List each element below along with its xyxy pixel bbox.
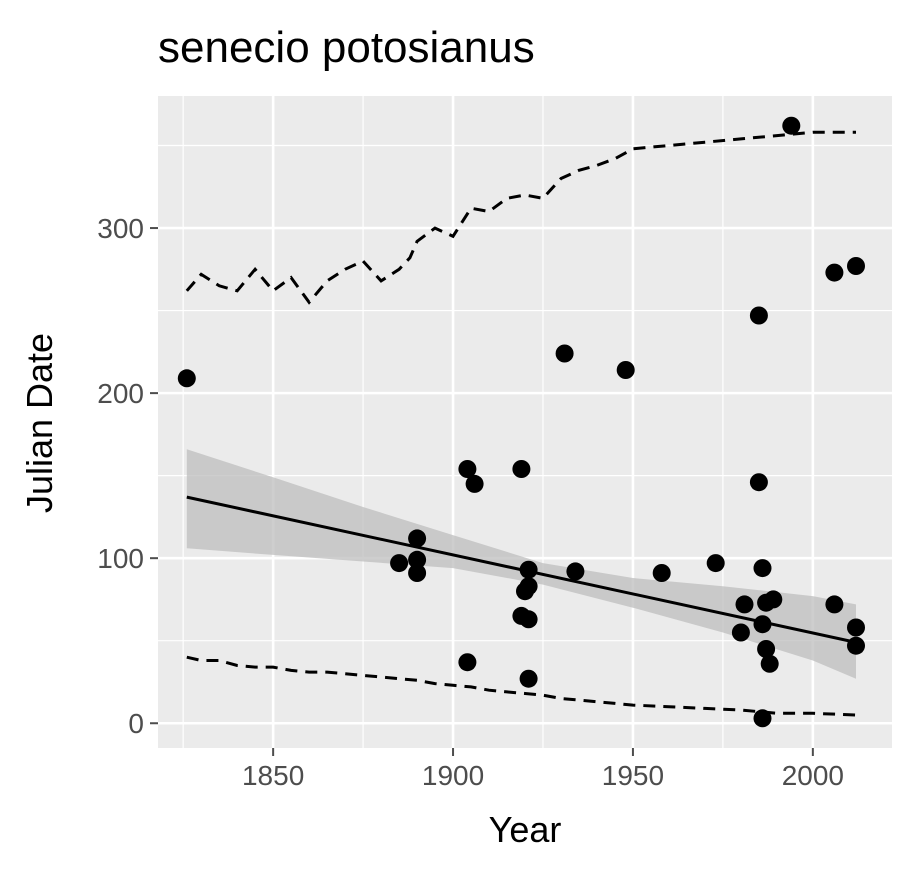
x-tick-label: 1850 [242,760,304,791]
data-point [408,550,427,569]
data-point [847,618,865,637]
confidence-ribbon-layer [186,449,857,679]
data-point [652,564,671,582]
y-tick-label: 300 [97,213,144,244]
data-point [408,529,427,548]
data-point [519,560,538,579]
data-point [749,473,768,492]
data-point [753,709,772,728]
data-point [519,577,538,596]
data-point [390,554,409,573]
data-point [764,590,783,609]
data-point [706,554,725,573]
data-point [757,640,776,658]
x-tick-label: 2000 [782,760,844,791]
data-point [519,669,538,688]
dashed-bounds-layer [185,130,857,717]
data-point [847,257,865,275]
confidence-ribbon [186,449,857,679]
data-point [458,653,477,672]
data-point [825,263,844,282]
x-tick-label: 1950 [602,760,664,791]
axes-layer: 1850 1900 1950 2000 0 100 200 300 [97,213,844,791]
chart-title: senecio potosianus [158,23,535,72]
y-tick-label: 100 [97,543,144,574]
data-point [408,564,427,582]
data-point [782,116,801,135]
data-point [753,559,772,578]
data-point [458,460,477,478]
y-tick-label: 0 [128,708,144,739]
x-tick-label: 1900 [422,760,484,791]
data-point [847,636,865,655]
data-point [760,654,779,673]
y-tick-label: 200 [97,378,144,409]
points-layer [177,116,865,728]
upper-dashed-line [185,130,856,305]
data-point [749,306,768,325]
data-point [753,615,772,634]
lower-dashed-line [186,655,857,717]
data-point [616,361,635,379]
y-axis-title: Julian Date [19,333,60,513]
data-point [555,344,574,363]
data-point [825,595,844,614]
data-point [566,562,585,581]
data-point [731,623,750,642]
data-point [177,369,196,388]
data-point [735,595,754,614]
data-point [465,474,484,493]
x-axis-title: Year [489,809,562,850]
data-point [512,460,531,478]
data-point [519,610,538,629]
